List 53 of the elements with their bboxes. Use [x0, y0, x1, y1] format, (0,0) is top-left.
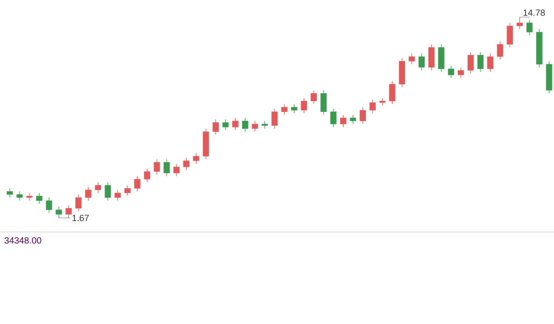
candlestick	[212, 119, 219, 136]
candlestick	[360, 106, 366, 124]
candlestick	[477, 52, 484, 72]
candlestick	[124, 185, 131, 196]
candlestick	[458, 67, 464, 78]
candlestick	[36, 192, 42, 204]
candlestick	[164, 158, 170, 176]
candlestick	[144, 168, 150, 183]
candlestick	[516, 16, 523, 30]
candlestick	[496, 40, 504, 60]
candlestick	[154, 158, 160, 175]
candlestick	[46, 197, 52, 214]
candlestick	[183, 157, 190, 170]
candlestick	[448, 65, 454, 78]
candlestick	[350, 114, 356, 124]
candlestick	[320, 90, 327, 116]
candlestick	[232, 118, 238, 130]
candlestick	[134, 176, 140, 192]
candlestick	[85, 186, 92, 201]
text: 14.78	[524, 10, 545, 16]
candlestick	[428, 44, 435, 71]
candlestick	[438, 44, 444, 72]
candlestick	[291, 104, 298, 114]
candlestick	[242, 118, 248, 132]
candlestick	[389, 80, 396, 104]
candlestick	[310, 90, 317, 104]
candlestick	[526, 20, 533, 36]
candlestick	[252, 120, 258, 132]
candlestick	[66, 204, 72, 218]
candlestick	[281, 104, 288, 116]
candlestick	[300, 98, 308, 114]
candlestick	[16, 191, 23, 201]
candlestick	[408, 53, 415, 65]
candlestick	[104, 182, 111, 201]
candlestick	[418, 53, 425, 71]
candlestick	[370, 99, 376, 114]
candlestick	[271, 108, 278, 129]
candlestick	[193, 152, 200, 164]
candlestick	[468, 52, 474, 74]
candlestick	[506, 22, 513, 48]
candlestick	[75, 194, 82, 212]
candlestick	[6, 188, 13, 198]
candlestick	[56, 206, 62, 218]
candlestick	[94, 182, 102, 194]
candlestick	[487, 53, 494, 72]
annotation: 1.67	[72, 214, 89, 222]
candlestick	[330, 108, 336, 128]
candlestick	[222, 119, 229, 130]
candlestick	[340, 114, 346, 128]
candlestick	[173, 164, 180, 176]
text: 34348.00	[4, 237, 42, 244]
candlestick	[114, 190, 121, 201]
candlestick	[398, 58, 406, 88]
